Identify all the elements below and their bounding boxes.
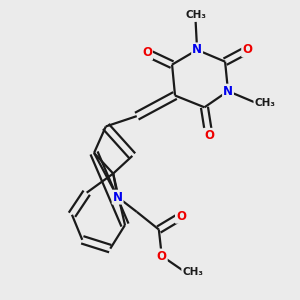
Text: O: O (157, 250, 167, 262)
Text: N: N (223, 85, 233, 98)
Text: CH₃: CH₃ (185, 10, 206, 20)
Text: O: O (142, 46, 152, 59)
Text: O: O (204, 129, 214, 142)
Text: N: N (112, 190, 123, 204)
Text: N: N (192, 44, 202, 56)
Text: O: O (242, 44, 252, 56)
Text: O: O (176, 210, 186, 223)
Text: CH₃: CH₃ (182, 267, 203, 277)
Text: CH₃: CH₃ (254, 98, 275, 108)
